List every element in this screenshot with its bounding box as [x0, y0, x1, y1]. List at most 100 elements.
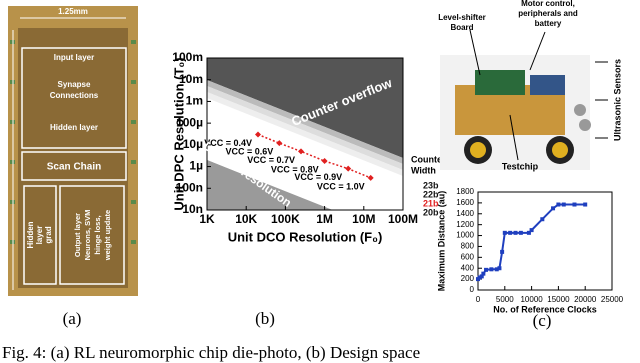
data-point: [540, 217, 545, 222]
y-tick-label: 10m: [179, 72, 203, 86]
legend-title: Width: [411, 165, 436, 175]
data-point: [497, 266, 502, 271]
data-point: [479, 274, 484, 279]
photo-label: Motor control,: [521, 0, 575, 8]
y-tick-label: 1600: [456, 198, 474, 207]
x-tick-label: 25000: [601, 295, 624, 304]
x-tick-label: 10K: [235, 212, 257, 226]
x-axis-label: No. of Reference Clocks: [493, 304, 597, 314]
block-label: Hidden: [26, 221, 35, 248]
y-tick-label: 100m: [172, 50, 203, 64]
data-point: [276, 140, 283, 147]
y-tick-label: 400: [461, 263, 475, 272]
block-label: hinge loss,: [93, 215, 102, 254]
data-point: [367, 174, 374, 181]
y-tick-label: 1µ: [189, 159, 203, 173]
legend-entry: 23b: [423, 180, 439, 190]
photo-label: Testchip: [502, 161, 539, 171]
caption: Fig. 4: (a) RL neuromorphic chip die-pho…: [2, 343, 420, 362]
data-point: [556, 202, 561, 207]
data-point: [345, 165, 352, 172]
legend-entry: 21b: [423, 198, 439, 208]
y-tick-label: 800: [461, 242, 475, 251]
y-tick-label: 600: [461, 252, 475, 261]
legend-entry: 20b: [423, 207, 439, 217]
block-label: layer: [35, 226, 44, 245]
data-point: [502, 230, 507, 235]
point-label: VCC = 0.4V: [204, 138, 252, 148]
x-tick-label: 15000: [547, 295, 570, 304]
x-tick-label: 20000: [574, 295, 597, 304]
y-tick-label: 1200: [456, 220, 474, 229]
data-point: [255, 131, 262, 138]
x-tick-label: 5000: [496, 295, 514, 304]
data-line: [257, 133, 371, 179]
point-label: VCC = 0.7V: [247, 155, 295, 165]
photo-label: peripherals and: [518, 9, 578, 18]
block-label: Scan Chain: [47, 162, 101, 173]
y-tick-label: 1400: [456, 209, 474, 218]
y-tick-label: 10µ: [183, 137, 203, 151]
x-tick-label: 1K: [199, 212, 215, 226]
y-tick-label: 100n: [176, 180, 203, 194]
x-tick-label: 10000: [520, 295, 543, 304]
panel-label: (c): [533, 311, 552, 330]
x-tick-label: 100K: [271, 212, 300, 226]
block-label: Connections: [50, 91, 99, 100]
data-point: [513, 230, 518, 235]
point-label: VCC = 0.9V: [294, 172, 342, 182]
y-tick-label: 100µ: [176, 115, 203, 129]
dim-label: 1.25mm: [58, 7, 88, 16]
data-point: [526, 230, 531, 235]
legend-entry: 22b: [423, 189, 439, 199]
y-tick-label: 10n: [182, 202, 203, 216]
point-label: VCC = 1.0V: [317, 181, 365, 191]
x-tick-label: 100M: [388, 212, 418, 226]
photo-label: Level-shifter: [438, 13, 486, 22]
block-label: Input layer: [54, 53, 94, 62]
y-axis-label: Maximum Distance (au): [436, 191, 446, 292]
data-point: [321, 158, 328, 165]
die-core: [18, 28, 128, 288]
data-point: [518, 230, 523, 235]
legend-title: Counter: [411, 154, 446, 164]
y-tick-label: 1m: [186, 94, 203, 108]
x-axis-label: Unit DCO Resolution (F₀): [228, 229, 383, 244]
x-tick-label: 10M: [352, 212, 375, 226]
block-label: grad: [44, 226, 53, 243]
data-point: [494, 267, 499, 272]
x-tick-label: 0: [476, 295, 481, 304]
photo-label: Board: [450, 23, 473, 32]
data-point: [529, 228, 534, 233]
y-tick-label: 1800: [456, 187, 474, 196]
panel-label: (a): [63, 309, 82, 328]
y-tick-label: 1000: [456, 231, 474, 240]
block-label: weight update: [103, 210, 112, 261]
robot-photo: Level-shifter Board Motor control, perip…: [438, 0, 622, 171]
data-line: [477, 203, 586, 280]
data-point: [572, 202, 577, 207]
data-point: [489, 267, 494, 272]
data-point: [561, 202, 566, 207]
data-point: [583, 202, 588, 207]
photo-label: battery: [535, 19, 562, 28]
block-label: Hidden layer: [50, 123, 98, 132]
block-label: Output layer: [73, 213, 82, 257]
block-label: Neurons, SVM: [83, 210, 92, 261]
plot-frame: [477, 191, 613, 291]
data-point: [551, 206, 556, 211]
plot-frame: [206, 57, 404, 211]
data-point: [508, 230, 513, 235]
data-point: [500, 249, 505, 254]
point-label: VCC = 0.8V: [271, 164, 319, 174]
data-point: [477, 275, 482, 280]
y-axis-label: Unit DPC Resolution (T₀): [171, 57, 186, 210]
block-label: Synapse: [58, 80, 91, 89]
point-label: VCC = 0.6V: [226, 147, 274, 157]
regions: [207, 58, 403, 210]
dim-label: 2.5mm: [1, 147, 10, 172]
x-tick-label: 1M: [316, 212, 333, 226]
data-point: [481, 271, 486, 276]
